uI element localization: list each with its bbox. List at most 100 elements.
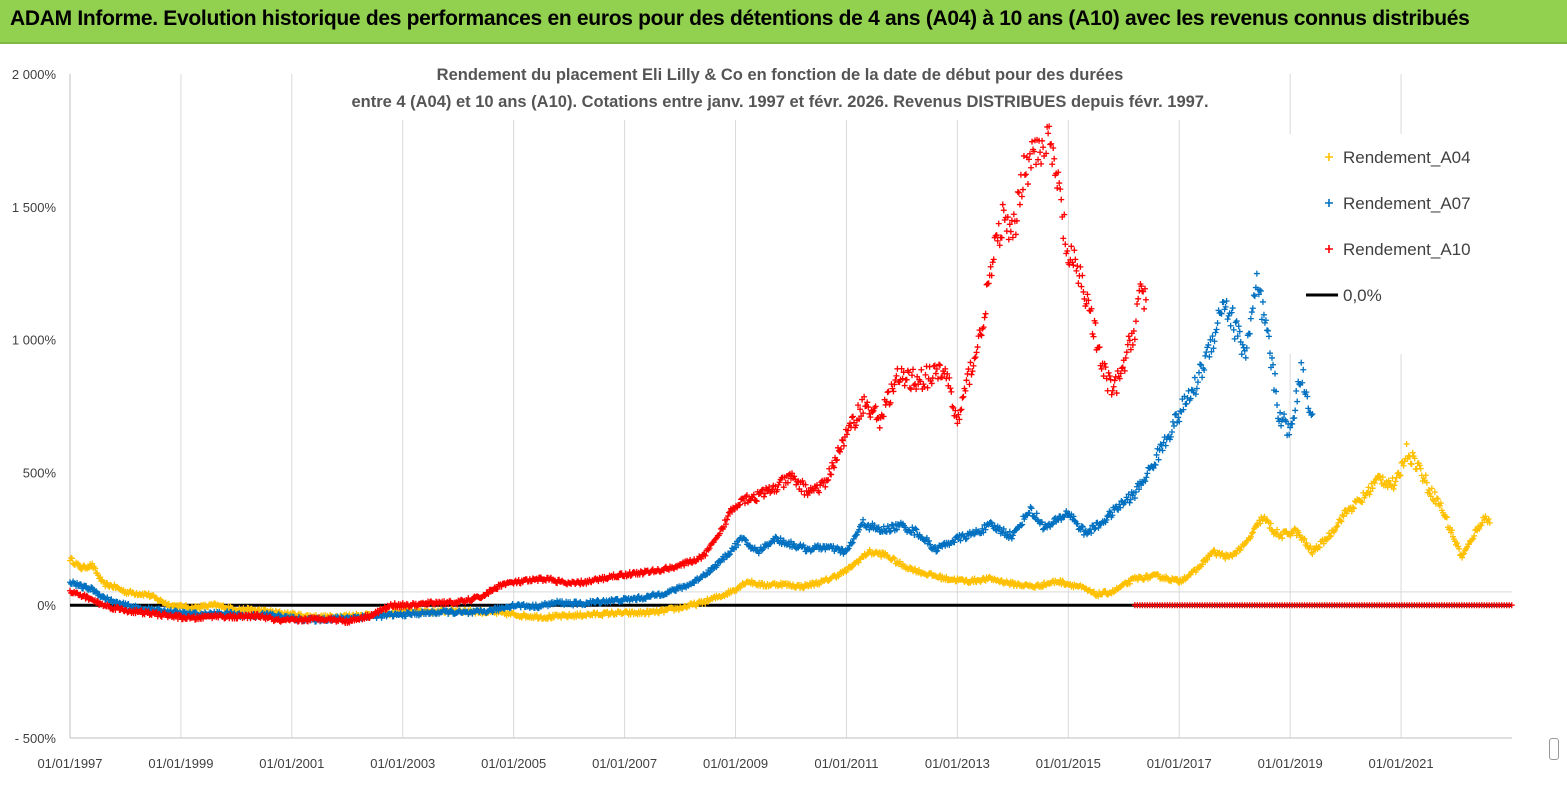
data-point: [1461, 550, 1468, 557]
data-point: [1028, 164, 1034, 171]
data-point: [1205, 341, 1212, 348]
data-point: [1251, 293, 1258, 300]
data-point: [943, 573, 950, 580]
data-point: [875, 524, 882, 531]
data-point: [627, 572, 634, 579]
x-axis: 01/01/1997 01/01/1999 01/01/2001 01/01/2003…: [37, 737, 1512, 771]
data-point: [993, 232, 1000, 239]
data-point: [920, 381, 927, 388]
data-point: [768, 539, 775, 546]
data-point: [1323, 536, 1330, 543]
data-point: [1044, 524, 1051, 531]
data-point: [1477, 522, 1484, 529]
data-point: [947, 385, 954, 392]
data-point: [759, 486, 766, 493]
data-point: [707, 568, 714, 575]
data-point: [1070, 513, 1077, 520]
data-point: [1078, 283, 1085, 290]
legend-label: Rendement_A04: [1343, 148, 1471, 167]
data-point: [763, 484, 770, 491]
data-point: [843, 431, 850, 438]
data-point: [892, 377, 899, 384]
data-point: [1028, 505, 1035, 512]
data-point: [829, 459, 836, 466]
data-point: [1177, 408, 1184, 415]
data-point: [956, 416, 963, 423]
data-point: [445, 601, 452, 608]
data-point: [1197, 361, 1204, 368]
data-point: [992, 232, 999, 239]
legend: Rendement_A04 Rendement_A07 Rendement_A10 0…: [1280, 134, 1480, 354]
data-point: [1454, 539, 1461, 546]
data-point: [1022, 171, 1029, 178]
data-point: [936, 361, 943, 368]
data-point: [89, 584, 96, 591]
data-point: [1274, 402, 1281, 409]
banner-title: ADAM Informe. Evolution historique des p…: [10, 7, 1470, 30]
data-point: [1144, 470, 1151, 477]
scroll-handle[interactable]: [1549, 738, 1559, 760]
data-point: [1228, 309, 1235, 316]
data-point: [1007, 228, 1014, 235]
data-point: [1269, 354, 1275, 361]
data-point: [1379, 474, 1386, 481]
data-point: [968, 371, 975, 378]
data-point: [1276, 418, 1283, 425]
data-point: [1009, 532, 1016, 539]
data-point: [982, 526, 989, 533]
data-point: [917, 378, 924, 385]
data-point: [1121, 367, 1128, 374]
data-point: [716, 530, 723, 537]
data-point: [750, 491, 757, 498]
data-point: [1104, 513, 1111, 520]
data-point: [742, 500, 748, 507]
data-point: [564, 614, 571, 621]
data-point: [1006, 528, 1013, 535]
data-point: [1026, 509, 1033, 516]
data-point: [1443, 514, 1450, 521]
data-point: [1275, 415, 1282, 422]
data-point: [1192, 391, 1199, 398]
data-point: [742, 536, 748, 543]
data-point: [1102, 364, 1109, 371]
data-point: [370, 612, 377, 619]
data-point: [963, 535, 970, 542]
data-point: [987, 263, 994, 270]
data-point: [1149, 464, 1156, 471]
data-point: [766, 484, 773, 491]
data-point: [989, 259, 996, 266]
data-point: [1048, 140, 1055, 147]
data-point: [1061, 211, 1068, 218]
data-point: [723, 516, 730, 523]
data-point: [89, 560, 96, 567]
data-point: [849, 539, 856, 546]
data-point: [655, 610, 662, 617]
data-point: [1080, 288, 1087, 295]
data-point: [990, 256, 997, 263]
data-point: [855, 402, 862, 409]
data-point: [1286, 431, 1293, 438]
data-point: [1409, 449, 1416, 456]
data-point: [679, 586, 686, 593]
x-tick-label: 01/01/2019: [1258, 756, 1323, 771]
data-point: [1079, 272, 1086, 279]
data-point: [1111, 377, 1118, 384]
x-tick-label: 01/01/2011: [814, 756, 878, 771]
data-point: [712, 535, 719, 542]
data-point: [1292, 407, 1299, 414]
data-point: [883, 398, 890, 405]
data-point: [1203, 349, 1210, 356]
data-point: [554, 580, 561, 587]
data-point: [1153, 451, 1160, 458]
data-point: [726, 551, 733, 558]
y-axis: 2 000% 1 500% 1 000% 500% 0% - 500%: [12, 67, 71, 746]
data-point: [979, 525, 986, 532]
data-point: [100, 593, 107, 600]
chart-area: 2 000% 1 500% 1 000% 500% 0% - 500% 01/01/199…: [0, 44, 1567, 790]
data-point: [1296, 381, 1303, 388]
data-point: [1066, 261, 1073, 268]
data-point: [925, 537, 932, 544]
data-point: [1431, 489, 1438, 496]
data-point: [1105, 369, 1112, 376]
data-point: [1168, 429, 1175, 436]
